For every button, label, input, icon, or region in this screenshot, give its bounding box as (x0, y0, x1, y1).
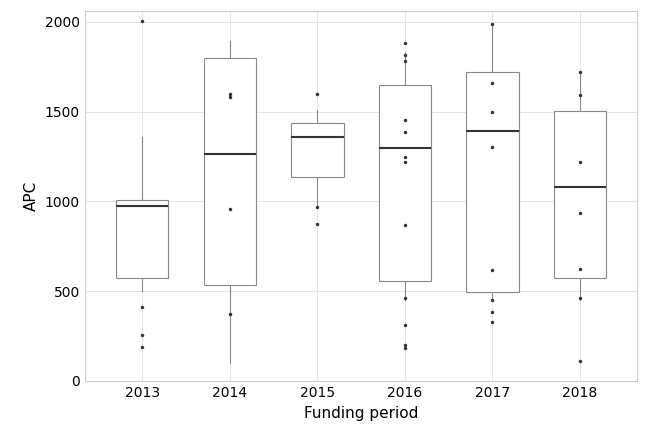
X-axis label: Funding period: Funding period (304, 406, 419, 421)
Bar (466, 72, 518, 292)
Bar (116, 200, 168, 279)
Bar (203, 58, 256, 285)
Bar (553, 111, 607, 279)
Y-axis label: APC: APC (24, 181, 39, 211)
Bar (291, 123, 343, 177)
Bar (378, 85, 431, 281)
